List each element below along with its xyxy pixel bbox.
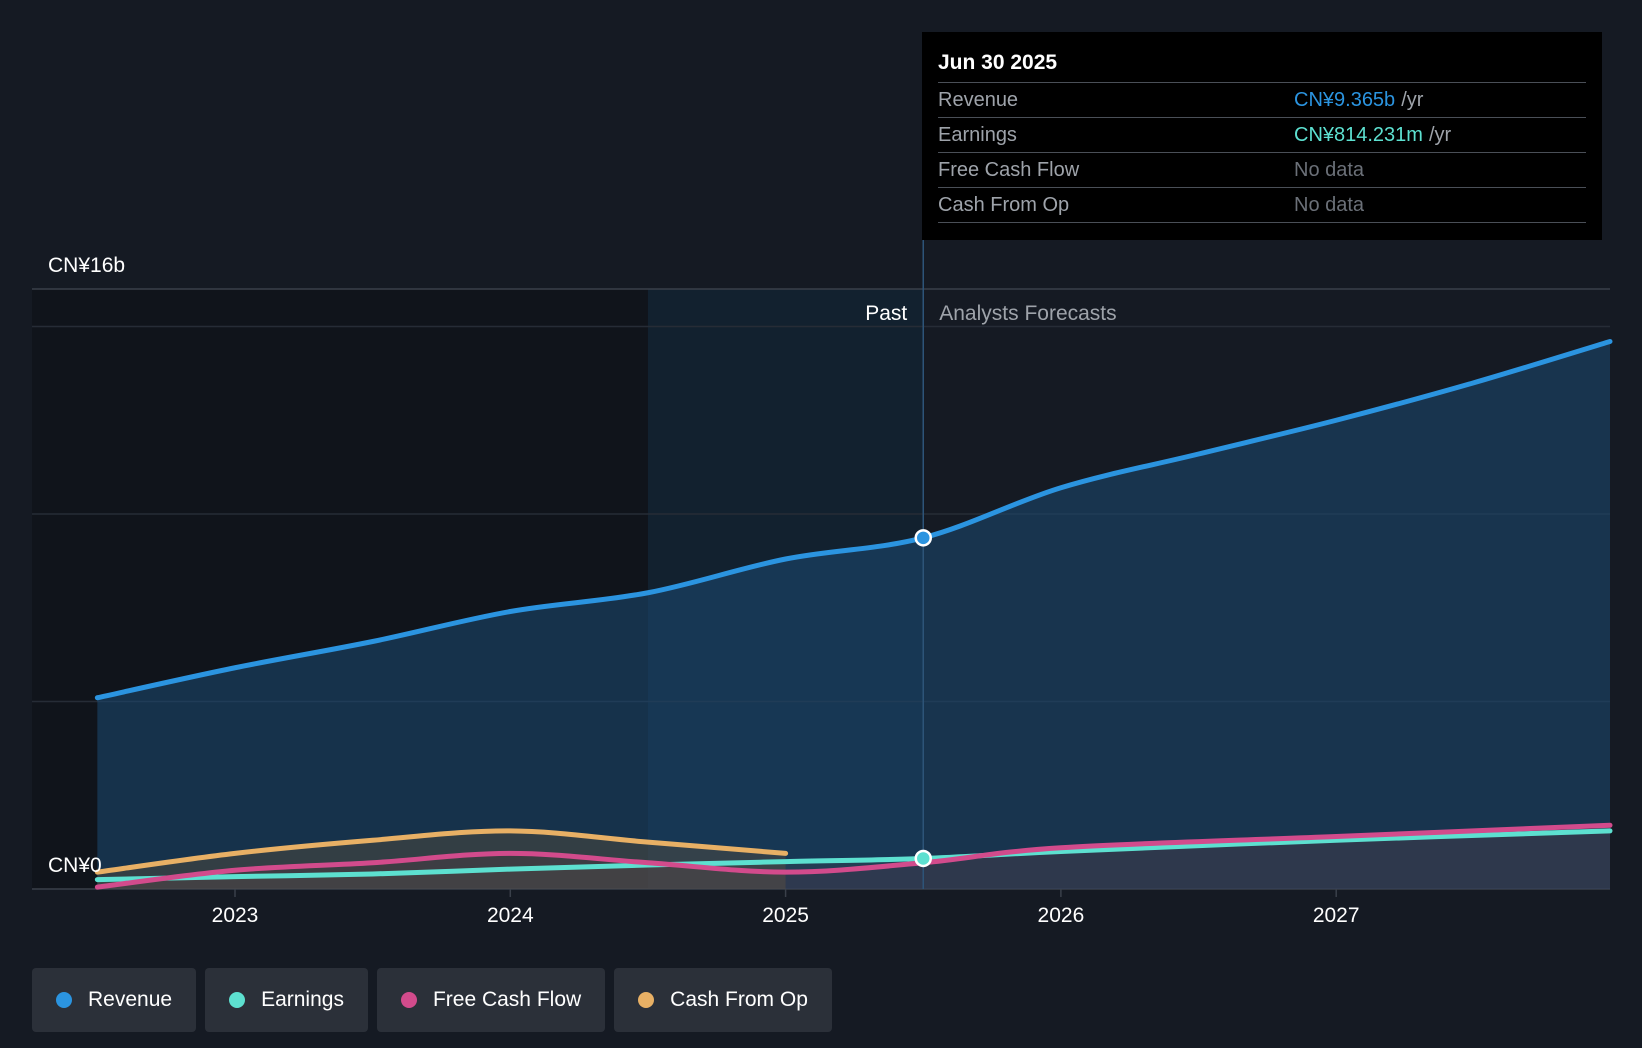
earnings-dot-icon: [229, 992, 246, 1008]
legend-label: Earnings: [261, 988, 344, 1011]
legend-item-earnings[interactable]: Earnings: [205, 968, 368, 1032]
past-label: Past: [865, 302, 907, 325]
fcf-line: [94, 822, 1613, 890]
cfo-line: [94, 828, 789, 875]
y-axis-top-label: CN¥16b: [48, 254, 125, 277]
tooltip-value: No data: [1294, 194, 1365, 216]
legend-item-revenue[interactable]: Revenue: [32, 968, 197, 1032]
x-tick-label: 2025: [762, 904, 809, 927]
legend-item-fcf[interactable]: Free Cash Flow: [376, 968, 606, 1032]
fcf-dot-icon: [400, 992, 417, 1008]
series-markers: [914, 529, 932, 868]
tooltip-unit: /yr: [1401, 89, 1424, 111]
x-tick-label: 2023: [212, 904, 259, 927]
earnings-marker: [914, 849, 932, 868]
revenue-dot-icon: [56, 992, 72, 1008]
revenue-line: [94, 339, 1613, 701]
series-lines: [94, 339, 1613, 890]
legend-label: Cash From Op: [670, 988, 808, 1011]
tooltip-unit: /yr: [1428, 124, 1452, 146]
forecast-label: Analysts Forecasts: [939, 302, 1116, 325]
cfo-dot-icon: [638, 992, 655, 1008]
revenue-area: [97, 341, 1611, 889]
legend: Revenue Earnings Free Cash Flow Cash Fro…: [32, 968, 832, 1032]
x-tick-label: 2027: [1313, 904, 1360, 927]
revenue-marker: [914, 529, 932, 547]
tooltip-label: Free Cash Flow: [938, 159, 1080, 181]
x-tick-label: 2024: [487, 904, 534, 927]
tooltip-date: Jun 30 2025: [938, 51, 1058, 74]
tooltip-row-earnings: Earnings CN¥814.231m /yr: [938, 117, 1586, 152]
legend-item-cfo[interactable]: Cash From Op: [614, 968, 832, 1032]
tooltip-value: CN¥9.365b: [1294, 89, 1396, 111]
tooltip-row-fcf: Free Cash Flow No data: [938, 152, 1586, 187]
tooltip-row-revenue: Revenue CN¥9.365b /yr: [938, 82, 1586, 117]
legend-label: Revenue: [88, 988, 173, 1011]
x-tick-label: 2026: [1038, 904, 1085, 927]
tooltip-row-cfo: Cash From Op No data: [938, 187, 1586, 223]
legend-label: Free Cash Flow: [432, 988, 582, 1011]
earnings-line: [94, 828, 1613, 883]
tooltip-value: No data: [1294, 159, 1365, 181]
y-axis-bottom-label: CN¥0: [48, 854, 102, 877]
x-axis-ticks: 2023 2024 2025 2026 2027: [212, 889, 1360, 927]
tooltip: Jun 30 2025 Revenue CN¥9.365b /yr Earnin…: [922, 32, 1602, 240]
tooltip-label: Revenue: [938, 89, 1019, 111]
tooltip-label: Earnings: [938, 124, 1017, 146]
tooltip-label: Cash From Op: [938, 194, 1070, 216]
tooltip-value: CN¥814.231m: [1294, 124, 1423, 146]
